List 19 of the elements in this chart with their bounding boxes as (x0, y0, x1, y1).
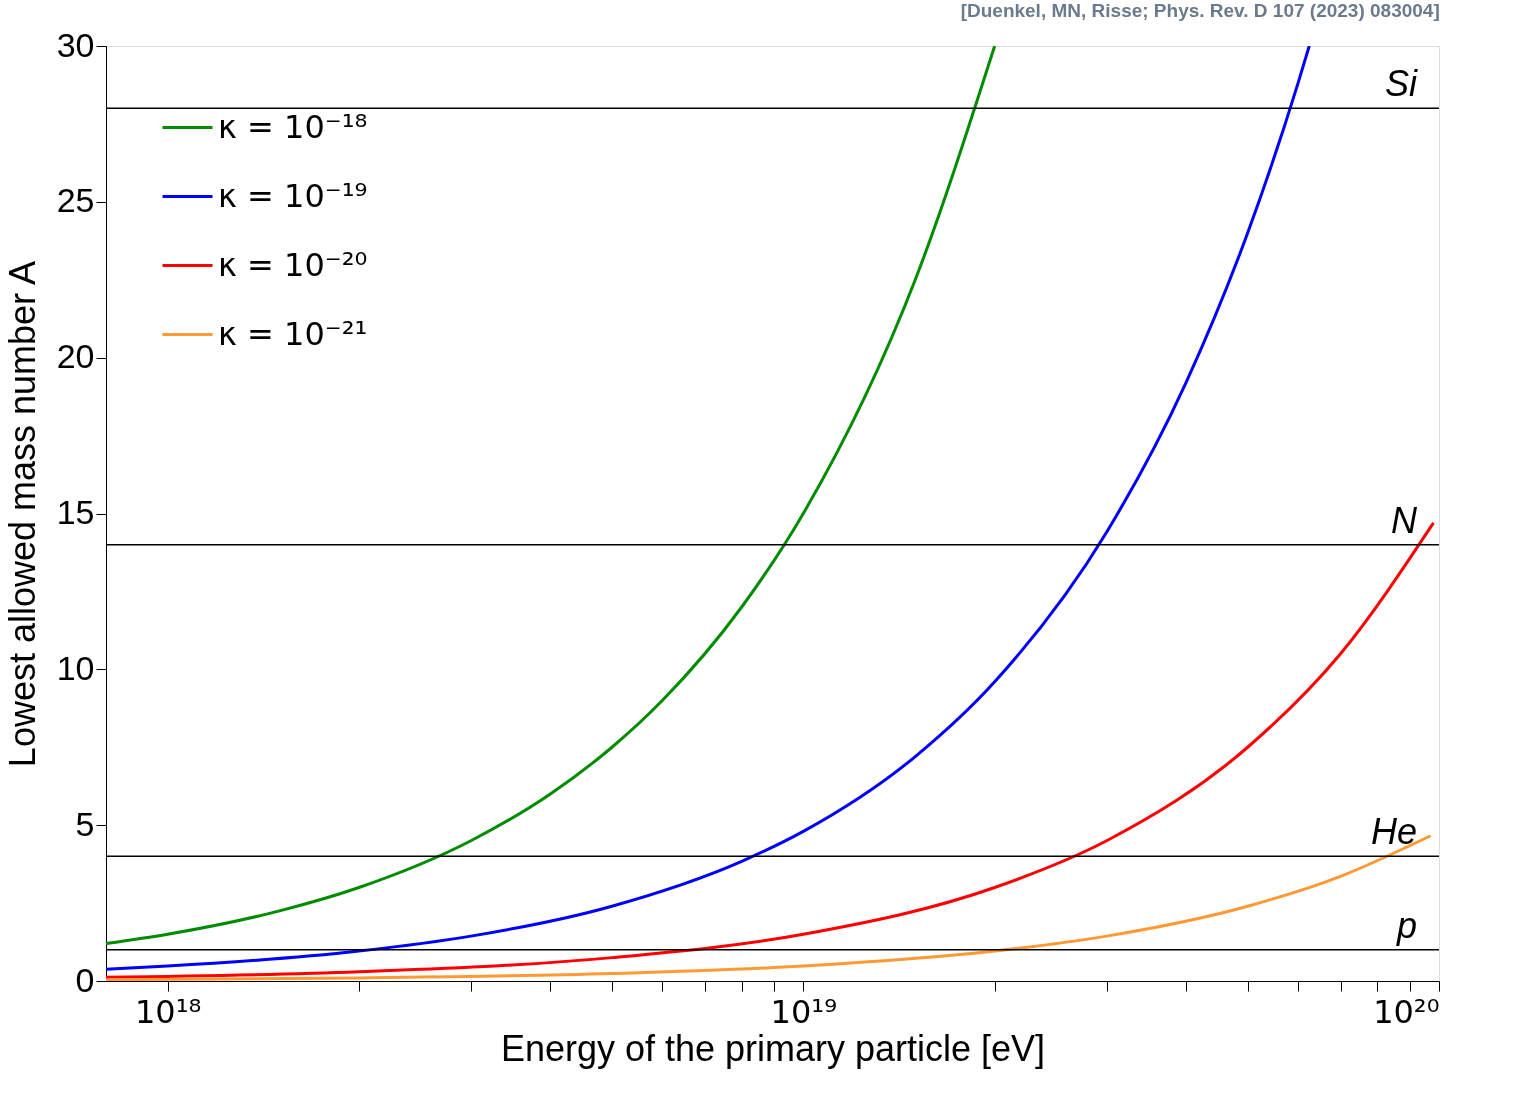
y-tick-label: 5 (75, 804, 95, 843)
ref-line-label: N (1391, 499, 1418, 541)
x-tick-label: 10²⁰ (1373, 992, 1440, 1031)
y-tick-label: 20 (56, 337, 95, 376)
y-tick-label: 15 (56, 493, 95, 531)
legend-label: κ = 10⁻²⁰ (218, 245, 368, 284)
x-tick-label: 10¹⁸ (134, 992, 202, 1031)
y-tick-label: 10 (56, 648, 95, 687)
y-tick-label: 0 (75, 960, 95, 999)
legend-label: κ = 10⁻¹⁸ (218, 107, 368, 146)
ref-line-label: Si (1384, 63, 1418, 105)
ref-line-label: He (1370, 811, 1417, 853)
legend-label: κ = 10⁻²¹ (218, 314, 368, 353)
text: [Duenkel, MN, Risse; Phys. Rev. D 107 (2023) 083004] (960, 0, 1440, 21)
y-tick-label: 25 (56, 181, 95, 220)
ref-line-label: p (1395, 904, 1417, 946)
y-tick-label: 30 (56, 25, 95, 64)
y-axis-title: Lowest allowed mass number A (1, 260, 43, 768)
legend-label: κ = 10⁻¹⁹ (218, 176, 368, 215)
